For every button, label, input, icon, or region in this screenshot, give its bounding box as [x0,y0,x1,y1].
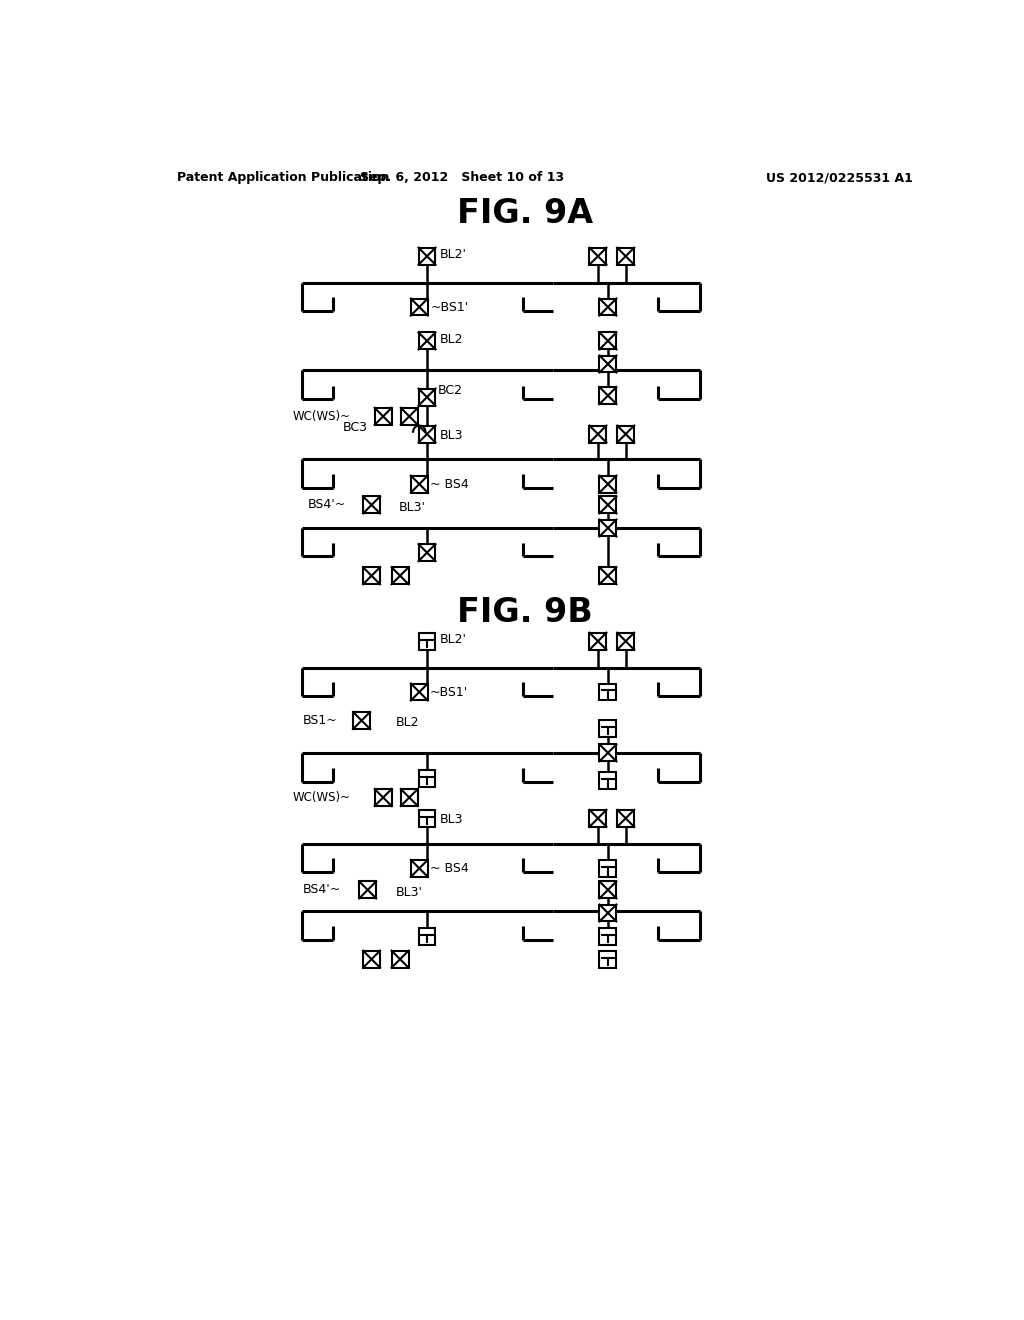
Bar [599,859,616,876]
Text: BL2: BL2 [439,333,463,346]
Text: ~ BS4: ~ BS4 [430,478,469,491]
Bar [419,425,435,442]
Bar [599,387,616,404]
Bar [599,744,616,762]
Bar [359,882,376,899]
Bar [599,333,616,350]
Bar [411,298,428,315]
Bar [590,632,606,649]
Text: FIG. 9B: FIG. 9B [457,597,593,630]
Bar [400,789,418,807]
Bar [375,408,391,425]
Bar [617,810,634,826]
Text: BL3: BL3 [439,813,463,826]
Bar [599,882,616,899]
Bar [411,859,428,876]
Text: BL2': BL2' [439,634,466,647]
Bar [599,520,616,536]
Bar [599,568,616,585]
Bar [599,950,616,968]
Text: BL3': BL3' [395,886,423,899]
Bar [599,772,616,789]
Text: US 2012/0225531 A1: US 2012/0225531 A1 [766,172,912,185]
Bar [599,475,616,492]
Bar [375,789,391,807]
Bar [419,810,435,826]
Text: BL2': BL2' [439,248,466,261]
Text: ~BS1': ~BS1' [431,301,469,314]
Bar [353,711,370,729]
Bar [364,950,380,968]
Text: BL3: BL3 [439,429,463,442]
Text: FIG. 9A: FIG. 9A [457,198,593,231]
Bar [419,248,435,264]
Text: Sep. 6, 2012   Sheet 10 of 13: Sep. 6, 2012 Sheet 10 of 13 [359,172,564,185]
Bar [599,928,616,945]
Bar [617,632,634,649]
Bar [599,904,616,921]
Text: BC2: BC2 [438,384,463,397]
Bar [364,568,380,585]
Text: BS4'~: BS4'~ [303,883,341,896]
Text: BL3': BL3' [398,500,426,513]
Bar [391,568,409,585]
Bar [419,770,435,787]
Bar [400,408,418,425]
Bar [599,496,616,513]
Bar [419,544,435,561]
Bar [590,810,606,826]
Text: ~ BS4: ~ BS4 [430,862,469,875]
Bar [599,684,616,701]
Bar [411,475,428,492]
Text: BL2: BL2 [396,717,420,730]
Text: BS1~: BS1~ [303,714,338,727]
Text: WC(WS)~: WC(WS)~ [292,791,350,804]
Text: WC(WS)~: WC(WS)~ [292,409,350,422]
Bar [599,355,616,372]
Bar [364,496,380,513]
Bar [419,632,435,649]
Bar [411,684,428,701]
Bar [391,950,409,968]
Text: BS4'~: BS4'~ [307,499,346,511]
Bar [419,388,435,405]
Text: BC3: BC3 [342,421,368,434]
Bar [590,248,606,264]
Bar [599,719,616,737]
Bar [617,425,634,442]
Bar [599,298,616,315]
Bar [419,333,435,350]
Text: ~BS1': ~BS1' [430,685,468,698]
Bar [617,248,634,264]
Bar [590,425,606,442]
Text: Patent Application Publication: Patent Application Publication [177,172,389,185]
Bar [419,928,435,945]
